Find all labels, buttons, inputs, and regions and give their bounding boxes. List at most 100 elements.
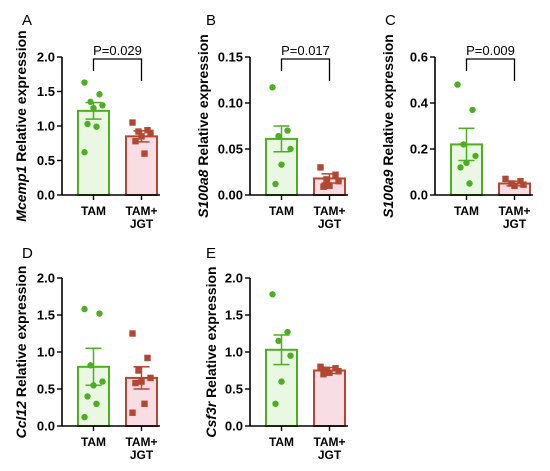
data-point — [93, 123, 100, 130]
data-point — [90, 104, 97, 112]
x-category-label: TAM+ — [313, 435, 345, 449]
y-tick-label: 0.6 — [410, 50, 428, 65]
data-point — [81, 305, 88, 313]
data-point — [99, 378, 106, 385]
data-point — [332, 171, 339, 178]
y-tick-label: 1.5 — [225, 308, 243, 323]
y-axis-label-text: Relative expression — [203, 266, 219, 401]
y-tick-label: 2.0 — [37, 271, 55, 286]
data-point — [463, 159, 470, 166]
data-point — [275, 337, 282, 345]
data-point — [147, 374, 154, 382]
p-value-label: P=0.017 — [281, 43, 330, 58]
y-axis-label: Mcemp1 Relative expression — [13, 30, 29, 221]
data-point — [96, 91, 103, 98]
significance-bracket — [92, 58, 143, 81]
data-point — [147, 129, 154, 137]
y-axis-label-text: Relative expression — [13, 30, 29, 165]
data-point — [284, 127, 291, 134]
data-point — [335, 178, 342, 185]
data-point — [287, 352, 294, 359]
y-tick-label: 1.0 — [37, 119, 55, 134]
data-point — [323, 176, 330, 183]
p-value-label: P=0.009 — [466, 43, 515, 58]
data-point — [278, 378, 285, 385]
data-point — [272, 400, 279, 407]
data-point — [135, 128, 142, 135]
panel-letter: D — [22, 245, 33, 262]
panel-letter: A — [22, 12, 32, 29]
y-tick-label: 0.10 — [218, 96, 243, 111]
x-category-label: JGT — [318, 217, 342, 231]
data-point — [84, 393, 91, 400]
data-point — [287, 145, 294, 153]
significance-bracket — [280, 58, 331, 81]
data-point — [517, 178, 524, 185]
data-point — [138, 378, 145, 385]
x-category-label: TAM — [81, 435, 106, 449]
y-tick-label: 2.0 — [225, 271, 243, 286]
data-point — [132, 137, 139, 145]
data-point — [326, 182, 333, 189]
data-point — [457, 164, 464, 171]
p-value-label: P=0.029 — [93, 43, 142, 58]
y-tick-label: 0.05 — [218, 142, 243, 157]
y-axis-label-text: Relative expression — [13, 266, 29, 401]
panel-letter: C — [385, 12, 396, 29]
x-category-label: TAM+ — [125, 204, 157, 218]
y-tick-label: 0.00 — [218, 188, 243, 203]
y-tick-label: 0.5 — [225, 382, 243, 397]
y-tick-label: 0.0 — [37, 188, 55, 203]
y-axis-gene-name: Csf3r — [203, 400, 219, 437]
data-point — [84, 120, 91, 128]
data-point — [454, 81, 461, 88]
data-point — [93, 400, 100, 407]
y-tick-label: 0.4 — [410, 96, 429, 111]
y-tick-label: 0.5 — [37, 382, 55, 397]
data-point — [138, 133, 145, 140]
data-point — [320, 183, 327, 190]
data-point — [320, 371, 327, 378]
data-point — [472, 152, 479, 160]
y-tick-label: 2.0 — [37, 50, 55, 65]
y-tick-label: 1.0 — [225, 345, 243, 360]
data-point — [520, 181, 527, 188]
x-category-label: JGT — [318, 448, 342, 462]
data-point — [278, 161, 285, 168]
x-category-label: TAM — [269, 435, 294, 449]
y-tick-label: 0.15 — [218, 50, 243, 65]
panel-b: B S100a8 Relative expression 0.00 0.05 0.10 0… — [195, 12, 348, 231]
y-tick-label: 0.0 — [410, 188, 428, 203]
x-category-label: TAM+ — [498, 204, 530, 218]
y-tick-label: 0.5 — [37, 153, 55, 168]
data-point — [129, 409, 136, 416]
data-point — [144, 354, 151, 362]
y-tick-label: 1.5 — [37, 84, 55, 99]
data-point — [511, 182, 518, 189]
data-point — [87, 362, 94, 369]
y-axis-label: Ccl12 Relative expression — [13, 266, 29, 439]
panel-c: C S100a9 Relative expression 0.0 0.2 0.4 0.6 T… — [380, 12, 533, 231]
y-axis-gene-name: S100a9 — [380, 169, 396, 217]
data-point — [275, 132, 282, 140]
panel-letter: B — [206, 12, 216, 29]
x-category-label: JGT — [130, 448, 154, 462]
data-point — [326, 369, 333, 376]
data-point — [460, 141, 467, 148]
y-axis-label: Csf3r Relative expression — [203, 266, 219, 437]
data-point — [269, 291, 276, 298]
data-point — [466, 180, 473, 187]
data-point — [284, 328, 291, 336]
panel-letter: E — [206, 245, 216, 262]
data-point — [99, 102, 106, 109]
x-category-label: TAM+ — [125, 435, 157, 449]
x-category-label: TAM — [454, 204, 479, 218]
y-tick-label: 0.0 — [225, 419, 243, 434]
data-point — [81, 79, 88, 86]
data-point — [132, 379, 139, 387]
data-point — [502, 175, 509, 183]
data-point — [272, 180, 279, 188]
y-axis-label-text: Relative expression — [380, 34, 396, 169]
x-category-label: JGT — [130, 217, 154, 231]
